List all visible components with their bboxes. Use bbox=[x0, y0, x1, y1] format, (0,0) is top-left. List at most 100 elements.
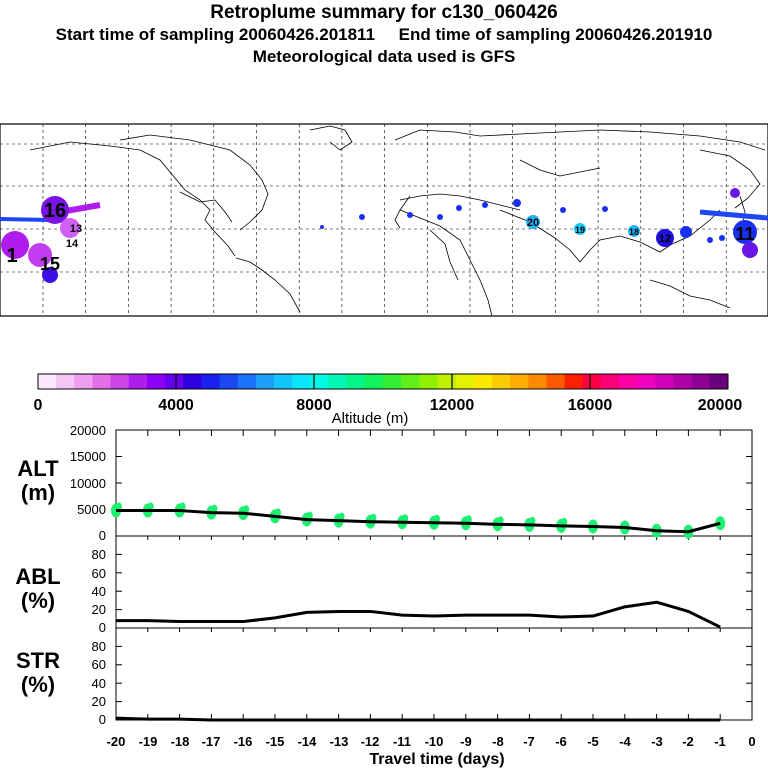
colorbar-cell bbox=[709, 374, 729, 389]
colorbar-cell bbox=[619, 374, 638, 389]
str-ytick-label: 0 bbox=[99, 712, 106, 727]
colorbar-cell bbox=[600, 374, 620, 389]
colorbar-cell bbox=[673, 374, 693, 389]
alt-scatter-point bbox=[116, 502, 122, 511]
meteorological-data: Meteorological data used is GFS bbox=[252, 47, 516, 66]
plume-blob bbox=[513, 199, 521, 207]
abl-ytick-label: 0 bbox=[99, 620, 106, 635]
colorbar-cell bbox=[310, 374, 329, 389]
alt-scatter bbox=[111, 502, 726, 539]
colorbar-tick-label: 20000 bbox=[698, 397, 743, 414]
page-title: Retroplume summary for c130_060426 bbox=[210, 2, 558, 23]
plume-blob bbox=[707, 237, 713, 243]
map-frame bbox=[0, 123, 768, 317]
str-ytick-labels: 80 60 40 20 0 bbox=[92, 639, 106, 727]
plume-blob bbox=[602, 206, 608, 212]
plume-blob bbox=[437, 214, 443, 220]
alt-ylabel: ALT (m) bbox=[17, 456, 59, 505]
world-map: 16 15 14 13 1 20 19 18 11 12 bbox=[0, 123, 768, 317]
series-lines bbox=[115, 509, 721, 722]
colorbar-cell bbox=[383, 374, 402, 389]
time-series-panels: ALT (m) ABL (%) STR (%) 20000 15000 1000… bbox=[15, 423, 755, 768]
trajectory-label: 18 bbox=[629, 227, 639, 237]
colorbar-cell bbox=[274, 374, 293, 389]
x-tick-label: -8 bbox=[492, 734, 504, 749]
plume-blob bbox=[320, 225, 324, 229]
trajectory-label: 12 bbox=[659, 233, 671, 245]
colorbar-cell bbox=[255, 374, 275, 389]
colorbar-cell bbox=[564, 374, 584, 389]
trajectory-label: 19 bbox=[575, 225, 585, 235]
abl-ytick-label: 60 bbox=[92, 566, 106, 581]
alt-scatter-point bbox=[370, 513, 377, 522]
abl-ytick-label: 40 bbox=[92, 584, 106, 599]
colorbar-cell bbox=[528, 374, 547, 389]
plume-blob bbox=[42, 267, 58, 283]
abl-ylabel-line1: ABL bbox=[15, 564, 60, 589]
colorbar-cell bbox=[346, 374, 366, 389]
alt-scatter-point bbox=[211, 504, 218, 513]
x-tick-label: -11 bbox=[393, 734, 411, 749]
colorbar-cell bbox=[183, 374, 202, 389]
map-grid bbox=[0, 124, 768, 316]
str-series-line bbox=[115, 716, 721, 722]
alt-scatter-point bbox=[402, 514, 409, 523]
x-tick-label: -1 bbox=[714, 734, 726, 749]
str-ytick-label: 80 bbox=[92, 639, 106, 654]
panels-frame bbox=[115, 429, 753, 721]
str-ytick-label: 20 bbox=[92, 694, 106, 709]
plume-blob bbox=[1, 231, 29, 259]
alt-scatter-point bbox=[147, 502, 154, 511]
x-tick-label: 0 bbox=[748, 734, 755, 749]
x-tick-label: -15 bbox=[266, 734, 285, 749]
colorbar-cell bbox=[491, 374, 511, 389]
trajectory-label: 11 bbox=[735, 224, 754, 244]
x-tick-label: -9 bbox=[460, 734, 472, 749]
colorbar-cell bbox=[401, 374, 420, 389]
colorbar-frame bbox=[37, 373, 729, 390]
alt-scatter-point bbox=[275, 508, 281, 517]
colorbar-cell bbox=[92, 374, 112, 389]
alt-scatter-point bbox=[338, 512, 345, 521]
x-tick-label: -7 bbox=[523, 734, 535, 749]
plume-blob bbox=[482, 202, 488, 208]
trajectory-label: 1 bbox=[6, 245, 17, 267]
plume-blob bbox=[574, 223, 586, 235]
colorbar-cell bbox=[364, 374, 384, 389]
plume-blob bbox=[733, 220, 757, 244]
alt-ylabel-line2: (m) bbox=[21, 480, 55, 505]
colorbar-cell bbox=[582, 374, 602, 389]
colorbar-tick-label: 0 bbox=[34, 397, 43, 414]
colorbar-tick-label: 12000 bbox=[430, 397, 475, 414]
colorbar-cell bbox=[56, 374, 75, 389]
colorbar-tick-labels: 0 4000 8000 12000 16000 20000 bbox=[34, 397, 743, 414]
alt-scatter-point bbox=[243, 505, 250, 514]
colorbar-cell bbox=[455, 374, 475, 389]
alt-ytick-label: 0 bbox=[99, 528, 106, 543]
colorbar-cell bbox=[328, 374, 348, 389]
colorbar-title: Altitude (m) bbox=[332, 410, 409, 427]
colorbar-cell bbox=[473, 374, 493, 389]
colorbar-tick-label: 8000 bbox=[296, 397, 332, 414]
plume-blob bbox=[41, 196, 69, 224]
x-tick-labels: -20 -19 -18 -17 -16 -15 -14 -13 -12 -11 … bbox=[107, 734, 756, 749]
trajectory-line bbox=[699, 209, 768, 221]
plume-blob bbox=[28, 243, 52, 267]
trajectory-label: 13 bbox=[70, 223, 82, 235]
x-tick-label: -10 bbox=[425, 734, 444, 749]
x-tick-label: -2 bbox=[682, 734, 694, 749]
str-ytick-label: 60 bbox=[92, 657, 106, 672]
alt-scatter-point bbox=[179, 502, 186, 511]
trajectory-plume bbox=[0, 188, 768, 283]
colorbar-cell bbox=[110, 374, 130, 389]
plume-blob bbox=[680, 226, 692, 238]
altitude-colorbar: 0 4000 8000 12000 16000 20000 Altitude (… bbox=[34, 373, 743, 427]
colorbar-cell bbox=[219, 374, 239, 389]
colorbar-cell bbox=[437, 374, 457, 389]
colorbar-ticks bbox=[175, 374, 591, 389]
alt-scatter-point bbox=[529, 516, 536, 525]
x-tick-label: -18 bbox=[171, 734, 190, 749]
x-tick-label: -19 bbox=[139, 734, 158, 749]
colorbar-cells bbox=[38, 374, 729, 389]
